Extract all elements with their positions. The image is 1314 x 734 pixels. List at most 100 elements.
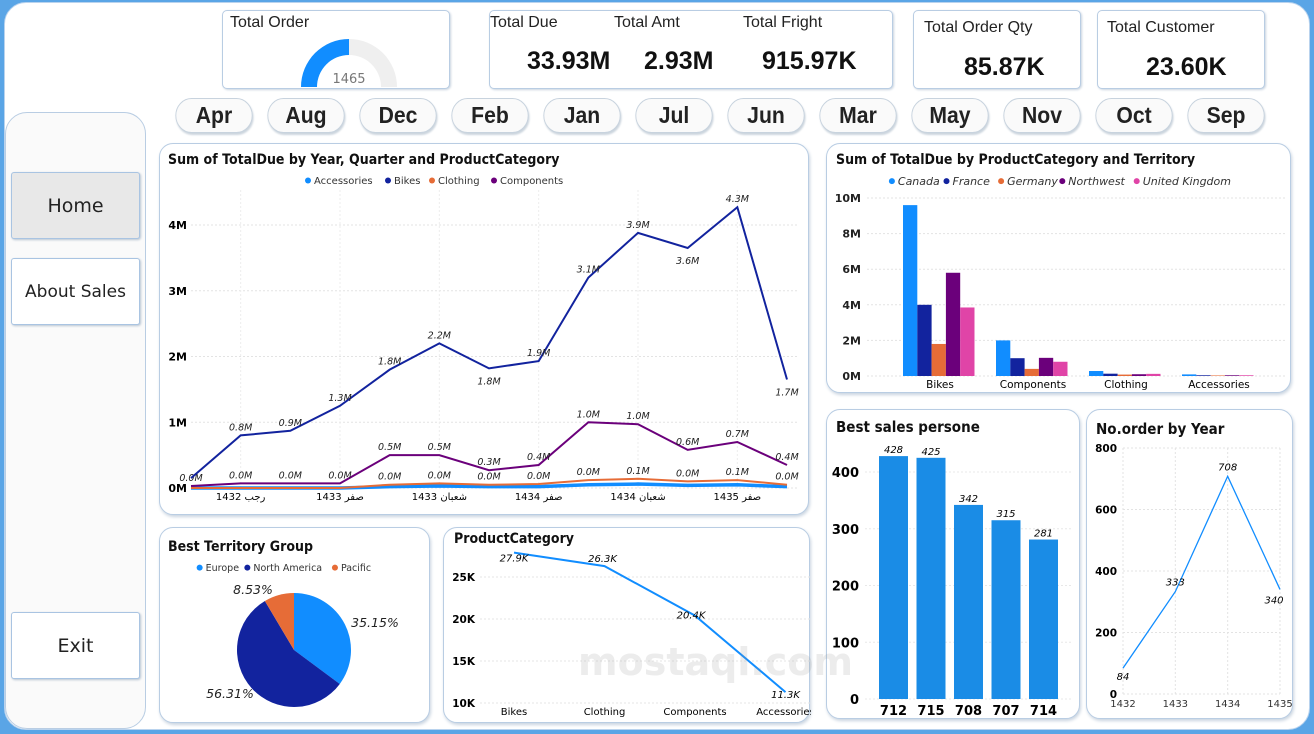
month-button-nov[interactable]: Nov bbox=[1003, 98, 1081, 133]
bar-salesperson-708 bbox=[954, 504, 983, 699]
chart-title: Best sales persone bbox=[836, 418, 980, 436]
series-line-category bbox=[513, 551, 787, 693]
bar-france-bikes bbox=[917, 304, 932, 376]
bar-germany-clothing bbox=[1117, 374, 1132, 376]
total-order-qty-value: 85.87K bbox=[964, 53, 1045, 81]
data-label: 1.8M bbox=[477, 376, 500, 387]
bar-canada-accessories bbox=[1182, 374, 1197, 376]
data-label: 4.3M bbox=[726, 194, 749, 205]
bar-territory-chart: Canada France Germany Northwest United Kingd… bbox=[835, 175, 1287, 391]
home-button[interactable]: Home bbox=[11, 172, 140, 239]
pie-slice-north-america bbox=[237, 600, 340, 707]
x-tick-label: 707 bbox=[992, 704, 1019, 719]
bar-canada-components bbox=[996, 340, 1011, 376]
bar-germany-bikes bbox=[931, 343, 946, 376]
data-label: 0.1M bbox=[726, 467, 749, 478]
data-label: 20.4K bbox=[677, 611, 707, 622]
x-tick-label: Clothing bbox=[584, 707, 626, 718]
y-tick-label: 25K bbox=[452, 572, 476, 584]
line-quarter-card: Sum of TotalDue by Year, Quarter and Pro… bbox=[159, 143, 809, 515]
legend-item: Northwest bbox=[1068, 175, 1125, 188]
month-button-oct[interactable]: Oct bbox=[1095, 98, 1173, 133]
bar-northwest-components bbox=[1038, 357, 1054, 376]
x-tick-label: 712 bbox=[880, 704, 907, 719]
bar-united-kingdom-accessories bbox=[1239, 375, 1254, 376]
data-label: 0.7M bbox=[726, 429, 749, 440]
month-button-may[interactable]: May bbox=[911, 98, 989, 133]
total-order-gauge: 1465 bbox=[301, 39, 397, 87]
data-label: 1.7M bbox=[775, 388, 798, 399]
legend-marker-germany bbox=[998, 178, 1005, 185]
month-button-apr[interactable]: Apr bbox=[175, 98, 253, 133]
legend-item: Clothing bbox=[438, 176, 480, 187]
y-tick-label: 0M bbox=[168, 482, 187, 495]
month-button-jul[interactable]: Jul bbox=[635, 98, 713, 133]
series-line-clothing bbox=[191, 477, 788, 489]
data-label: 0.1M bbox=[626, 466, 649, 477]
data-label: 26.3K bbox=[588, 554, 618, 565]
chart-title: ProductCategory bbox=[454, 531, 575, 547]
data-label: 0.6M bbox=[676, 437, 699, 448]
data-label: 1.3M bbox=[328, 393, 351, 404]
data-label: 342 bbox=[959, 494, 978, 505]
legend-marker-clothing bbox=[429, 177, 435, 184]
x-tick-label: Bikes bbox=[926, 379, 954, 391]
exit-button[interactable]: Exit bbox=[11, 612, 140, 679]
legend-item: Germany bbox=[1007, 175, 1058, 188]
legend-marker-bikes bbox=[385, 177, 391, 184]
data-label: 0.3M bbox=[477, 457, 500, 468]
series-line-bikes bbox=[190, 205, 788, 479]
y-tick-label: 0 bbox=[850, 693, 859, 708]
bar-united-kingdom-clothing bbox=[1146, 373, 1161, 376]
month-button-dec[interactable]: Dec bbox=[359, 98, 437, 133]
month-button-sep[interactable]: Sep bbox=[1187, 98, 1265, 133]
total-customer-label: Total Customer bbox=[1107, 19, 1215, 36]
legend-marker-north-america bbox=[244, 564, 251, 571]
legend-item: United Kingdom bbox=[1143, 175, 1231, 188]
y-tick-label: 0M bbox=[842, 370, 861, 383]
y-tick-label: 10K bbox=[452, 698, 476, 710]
y-tick-label: 600 bbox=[1095, 505, 1117, 517]
data-label: 1.0M bbox=[626, 411, 649, 422]
month-button-jan[interactable]: Jan bbox=[543, 98, 621, 133]
y-tick-label: 200 bbox=[832, 580, 859, 595]
bar-salesperson-712 bbox=[879, 456, 908, 699]
pie-slice-europe bbox=[294, 593, 351, 684]
data-label: 0.0M bbox=[577, 467, 600, 478]
data-label: 1.9M bbox=[527, 348, 550, 359]
month-button-mar[interactable]: Mar bbox=[819, 98, 897, 133]
month-button-aug[interactable]: Aug bbox=[267, 98, 345, 133]
data-label: 340 bbox=[1264, 595, 1283, 606]
data-label: 0.0M bbox=[179, 473, 202, 484]
legend-marker-components bbox=[491, 177, 497, 184]
bar-territory-card: Sum of TotalDue by ProductCategory and T… bbox=[826, 143, 1291, 393]
total-amt-label: Total Amt bbox=[614, 14, 680, 31]
legend-marker-france bbox=[943, 178, 950, 185]
data-label: 56.31% bbox=[206, 686, 254, 701]
legend-marker-europe bbox=[196, 564, 203, 571]
month-button-feb[interactable]: Feb bbox=[451, 98, 529, 133]
x-tick-label: Bikes bbox=[501, 707, 527, 718]
total-order-label: Total Order bbox=[230, 14, 310, 31]
y-tick-label: 2M bbox=[168, 351, 187, 364]
bar-salesperson-707 bbox=[991, 520, 1021, 699]
about-sales-button[interactable]: About Sales bbox=[11, 258, 140, 325]
x-tick-label: صفر 1433 bbox=[316, 492, 364, 503]
total-fright-label: Total Fright bbox=[743, 14, 823, 31]
total-order-card: Total Order 1465 bbox=[222, 10, 450, 89]
data-label: 0.4M bbox=[527, 452, 550, 463]
line-category-chart: 10K 15K 20K 25K Bikes Clothing Components Acces… bbox=[452, 551, 811, 718]
chart-title: No.order by Year bbox=[1096, 420, 1225, 438]
bar-united-kingdom-components bbox=[1053, 361, 1068, 376]
data-label: 0.0M bbox=[328, 470, 351, 481]
data-label: 1.8M bbox=[378, 357, 401, 368]
chart-title: Sum of TotalDue by ProductCategory and T… bbox=[836, 152, 1196, 168]
data-label: 8.53% bbox=[233, 582, 273, 597]
month-button-jun[interactable]: Jun bbox=[727, 98, 805, 133]
data-label: 27.9K bbox=[500, 554, 530, 565]
y-tick-label: 20K bbox=[452, 614, 476, 626]
x-tick-label: 708 bbox=[955, 704, 982, 719]
data-label: 1.0M bbox=[577, 409, 600, 420]
legend-item: Bikes bbox=[394, 176, 420, 187]
x-tick-label: 715 bbox=[917, 704, 944, 719]
